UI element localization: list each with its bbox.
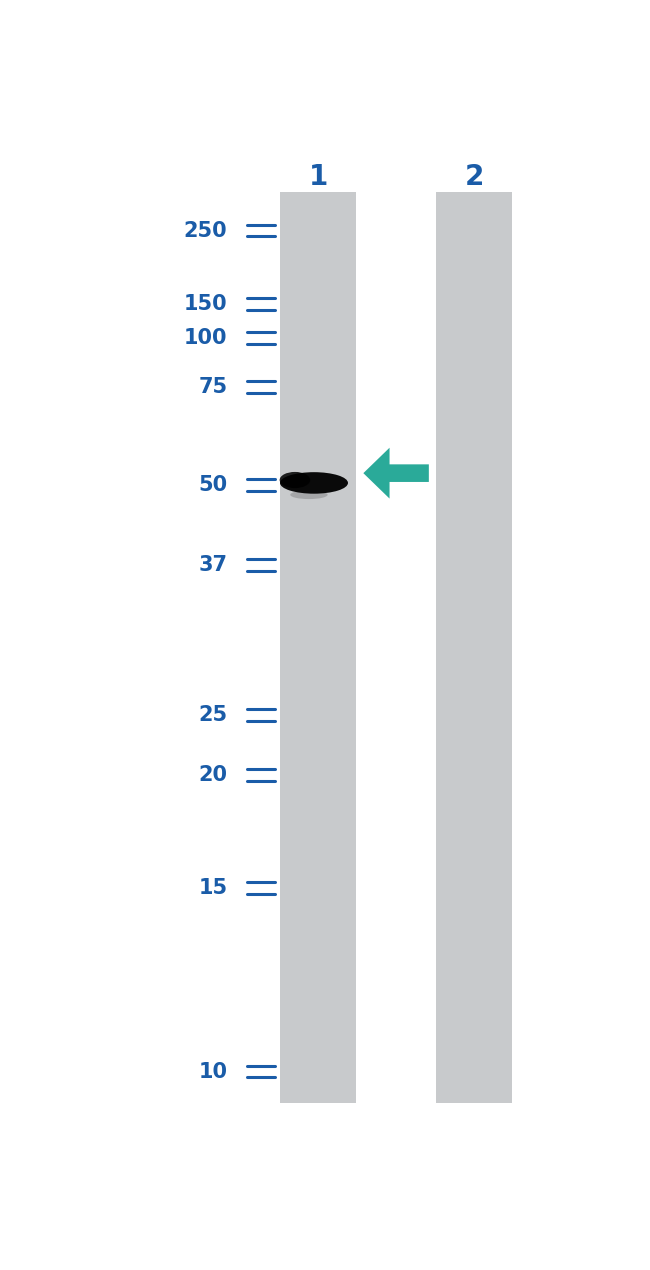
FancyArrow shape bbox=[363, 448, 429, 499]
Ellipse shape bbox=[317, 478, 344, 488]
Text: 15: 15 bbox=[198, 878, 228, 898]
Text: 37: 37 bbox=[198, 555, 228, 575]
Ellipse shape bbox=[291, 490, 328, 499]
Text: 250: 250 bbox=[184, 221, 228, 240]
Ellipse shape bbox=[280, 472, 310, 488]
Bar bbox=[436, 192, 512, 1102]
Text: 50: 50 bbox=[198, 475, 228, 495]
Text: 10: 10 bbox=[198, 1062, 228, 1082]
Ellipse shape bbox=[280, 472, 348, 494]
Text: 75: 75 bbox=[198, 377, 228, 398]
Text: 150: 150 bbox=[184, 293, 228, 314]
Text: 25: 25 bbox=[198, 705, 228, 725]
Text: 2: 2 bbox=[465, 163, 484, 190]
Text: 20: 20 bbox=[198, 766, 228, 785]
Text: 1: 1 bbox=[308, 163, 328, 190]
Bar bbox=[280, 192, 356, 1102]
Text: 100: 100 bbox=[184, 328, 228, 348]
